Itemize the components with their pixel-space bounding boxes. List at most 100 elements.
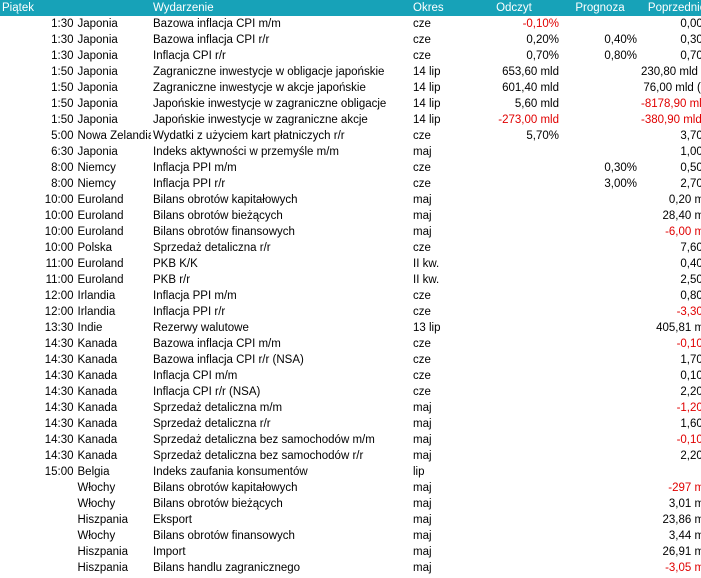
cell-event: PKB r/r	[153, 274, 191, 286]
table-row: 14:30 Kanada Sprzedaż detaliczna bez samoc…	[0, 432, 701, 448]
cell-period: cze	[413, 242, 431, 254]
cell-period: maj	[413, 210, 432, 222]
cell-forecast	[561, 368, 639, 384]
cell-time	[0, 480, 76, 496]
cell-period: maj	[413, 498, 432, 510]
header-forecast: Prognoza	[561, 0, 639, 16]
cell-time: 1:30	[51, 50, 74, 62]
table-row: 10:00 Euroland Bilans obrotów kapitałowych…	[0, 192, 701, 208]
cell-actual: 5,70%	[526, 130, 559, 142]
cell-time	[0, 528, 76, 544]
cell-previous: 405,81 mld	[656, 322, 701, 334]
cell-period: 14 lip	[413, 114, 441, 126]
cell-actual	[467, 544, 561, 560]
table-row: 1:30 Japonia Bazowa inflacja CPI r/r cze 0,2…	[0, 32, 701, 48]
cell-actual	[467, 432, 561, 448]
table-row: 6:30 Japonia Indeks aktywności w przemyśle…	[0, 144, 701, 160]
cell-previous: 26,91 mld	[662, 546, 701, 558]
cell-event: Inflacja PPI m/m	[153, 290, 237, 302]
cell-previous: 0,70%	[680, 50, 701, 62]
table-row: 10:00 Polska Sprzedaż detaliczna r/r cze 7,6…	[0, 240, 701, 256]
cell-time: 14:30	[44, 370, 74, 382]
cell-actual	[467, 448, 561, 464]
cell-time: 14:30	[44, 402, 74, 414]
cell-actual	[467, 352, 561, 368]
cell-actual	[467, 240, 561, 256]
table-row: Włochy Bilans obrotów finansowych maj 3,44 …	[0, 528, 701, 544]
cell-previous: 3,44 mld	[668, 530, 701, 542]
cell-previous: -380,90 mld (R)	[641, 114, 701, 126]
cell-event: Rezerwy walutowe	[153, 322, 249, 334]
cell-forecast	[561, 192, 639, 208]
cell-country: Japonia	[77, 34, 118, 46]
cell-time: 14:30	[44, 450, 74, 462]
cell-period: cze	[413, 338, 431, 350]
cell-event: PKB K/K	[153, 258, 198, 270]
cell-country: Włochy	[77, 498, 116, 510]
cell-forecast	[561, 128, 639, 144]
cell-forecast	[561, 320, 639, 336]
cell-country: Japonia	[77, 114, 118, 126]
cell-country: Euroland	[77, 258, 124, 270]
cell-country: Japonia	[77, 18, 118, 30]
cell-country: Kanada	[77, 338, 118, 350]
cell-period: maj	[413, 546, 432, 558]
cell-actual	[467, 224, 561, 240]
cell-period: cze	[413, 178, 431, 190]
cell-period: II kw.	[413, 258, 440, 270]
cell-forecast: 0,40%	[604, 34, 637, 46]
cell-forecast	[561, 464, 639, 480]
cell-actual	[467, 528, 561, 544]
header-row: Piątek Wydarzenie Okres Odczyt Prognoza …	[0, 0, 701, 16]
cell-event: Bazowa inflacja CPI r/r	[153, 34, 270, 46]
cell-time: 13:30	[44, 322, 74, 334]
cell-time: 6:30	[51, 146, 74, 158]
cell-previous: -8178,90 mld (R)	[641, 98, 701, 110]
table-row: Włochy Bilans obrotów bieżących maj 3,01 ml…	[0, 496, 701, 512]
cell-period: maj	[413, 434, 432, 446]
cell-previous: -0,10%	[676, 434, 701, 446]
cell-country: Kanada	[77, 450, 118, 462]
cell-country: Nowa Zelandia	[77, 130, 152, 142]
cell-forecast	[561, 240, 639, 256]
cell-forecast	[561, 304, 639, 320]
cell-forecast	[561, 256, 639, 272]
cell-event: Wydatki z użyciem kart płatniczych r/r	[153, 130, 345, 142]
cell-period: maj	[413, 418, 432, 430]
cell-previous: 0,10%	[680, 370, 701, 382]
cell-country: Japonia	[77, 82, 118, 94]
cell-actual	[467, 400, 561, 416]
cell-event: Bilans obrotów finansowych	[153, 226, 295, 238]
header-day: Piątek	[0, 0, 151, 16]
cell-country: Euroland	[77, 210, 124, 222]
cell-forecast	[561, 80, 639, 96]
cell-actual: 0,70%	[526, 50, 559, 62]
cell-period: cze	[413, 18, 431, 30]
cell-actual	[467, 560, 561, 576]
cell-forecast	[561, 112, 639, 128]
table-row: 14:30 Kanada Sprzedaż detaliczna m/m maj -1,…	[0, 400, 701, 416]
cell-forecast	[561, 224, 639, 240]
header-event: Wydarzenie	[151, 0, 411, 16]
table-row: 14:30 Kanada Bazowa inflacja CPI r/r (NSA)…	[0, 352, 701, 368]
table-row: 1:50 Japonia Zagraniczne inwestycje w obli…	[0, 64, 701, 80]
cell-forecast	[561, 448, 639, 464]
cell-previous: 230,80 mld (R)	[641, 66, 701, 78]
cell-previous: 0,80%	[680, 290, 701, 302]
cell-period: maj	[413, 530, 432, 542]
cell-event: Inflacja CPI r/r (NSA)	[153, 386, 261, 398]
table-row: 10:00 Euroland Bilans obrotów bieżących maj…	[0, 208, 701, 224]
cell-period: maj	[413, 146, 432, 158]
table-row: 15:00 Belgia Indeks zaufania konsumentów li…	[0, 464, 701, 480]
cell-forecast	[561, 544, 639, 560]
cell-actual: 653,60 mld	[502, 66, 559, 78]
cell-country: Irlandia	[77, 306, 116, 318]
cell-event: Bilans obrotów finansowych	[153, 530, 295, 542]
cell-country: Hiszpania	[77, 546, 129, 558]
table-row: 5:00 Nowa Zelandia Wydatki z użyciem kart …	[0, 128, 701, 144]
cell-actual: 5,60 mld	[514, 98, 559, 110]
cell-forecast	[561, 64, 639, 80]
